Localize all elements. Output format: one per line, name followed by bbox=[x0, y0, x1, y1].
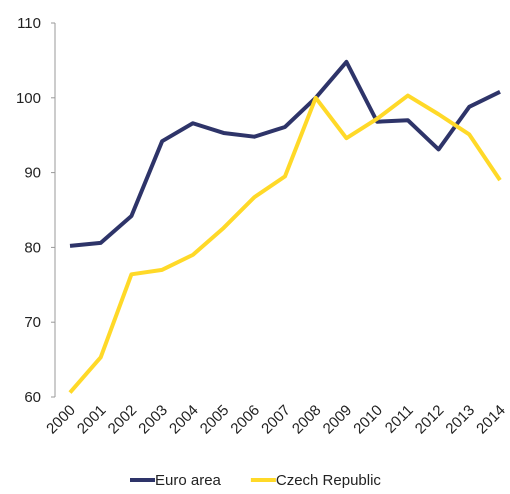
y-tick-label: 80 bbox=[24, 239, 41, 256]
y-tick-label: 110 bbox=[17, 15, 41, 32]
x-tick-label: 2014 bbox=[473, 402, 509, 438]
x-tick-label: 2000 bbox=[43, 402, 79, 438]
series-line bbox=[68, 93, 502, 394]
y-tick-label: 100 bbox=[16, 90, 41, 107]
series-line bbox=[69, 59, 501, 248]
legend-label: Euro area bbox=[155, 472, 222, 489]
x-tick-label: 2002 bbox=[105, 402, 141, 438]
x-tick-label: 2010 bbox=[350, 402, 386, 438]
x-tick-label: 2013 bbox=[442, 402, 478, 438]
y-tick-label: 70 bbox=[24, 314, 41, 331]
x-tick-label: 2004 bbox=[166, 402, 202, 438]
x-tick-label: 2012 bbox=[412, 402, 448, 438]
legend-label: Czech Republic bbox=[276, 472, 382, 489]
x-tick-label: 2009 bbox=[320, 402, 356, 438]
x-tick-label: 2003 bbox=[135, 402, 171, 438]
y-tick-label: 90 bbox=[24, 165, 41, 182]
x-tick-label: 2011 bbox=[382, 402, 417, 437]
x-tick-label: 2005 bbox=[197, 402, 233, 438]
y-tick-label: 60 bbox=[24, 389, 41, 406]
x-tick-label: 2007 bbox=[258, 402, 294, 438]
x-tick-label: 2001 bbox=[74, 402, 110, 438]
x-tick-label: 2008 bbox=[289, 402, 325, 438]
x-tick-label: 2006 bbox=[227, 402, 263, 438]
